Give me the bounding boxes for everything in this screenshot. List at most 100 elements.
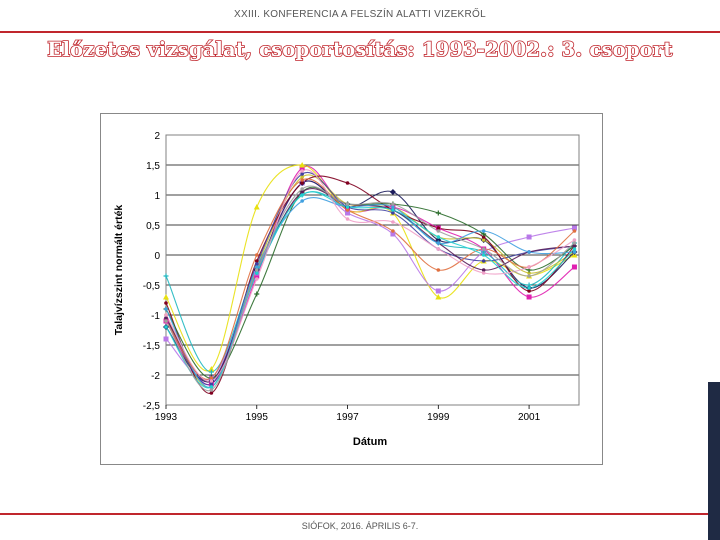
data-point — [299, 162, 306, 168]
data-point — [254, 271, 259, 275]
data-point — [164, 325, 168, 329]
plot-area-border — [165, 134, 580, 406]
data-point — [164, 319, 168, 323]
conference-header: XXIII. KONFERENCIA A FELSZÍN ALATTI VIZE… — [234, 9, 486, 20]
data-point — [527, 274, 531, 278]
y-tick-label: 1,5 — [146, 161, 160, 172]
data-point — [209, 379, 214, 383]
y-tick-label: -0,5 — [143, 281, 161, 292]
y-tick-label: 2 — [154, 131, 160, 142]
data-point — [391, 220, 395, 224]
data-point — [481, 268, 486, 272]
x-axis-label: Dátum — [353, 436, 387, 448]
data-point — [391, 208, 395, 212]
data-point — [300, 178, 304, 182]
data-point — [481, 259, 486, 263]
y-tick-label: 0 — [154, 251, 160, 262]
data-point — [435, 288, 441, 294]
y-tick-label: -1,5 — [143, 341, 161, 352]
y-tick-labels: 2 1,5 1 0,5 0 -0,5 -1 -1,5 -2 -2,5 — [143, 131, 161, 412]
x-tick-label: 1999 — [427, 412, 450, 423]
data-point — [345, 210, 351, 216]
data-point — [209, 382, 214, 386]
data-point — [389, 189, 396, 195]
data-point — [300, 199, 304, 203]
y-tick-label: 0,5 — [146, 221, 160, 232]
data-point — [300, 193, 304, 197]
data-point — [572, 247, 577, 251]
data-point — [300, 172, 304, 176]
data-point — [254, 268, 259, 272]
data-point — [254, 253, 259, 257]
data-point — [436, 247, 441, 251]
footer-divider — [0, 513, 720, 515]
data-point — [526, 234, 532, 240]
data-point — [571, 264, 577, 270]
gridlines — [166, 134, 579, 406]
x-tick-label: 1993 — [155, 412, 178, 423]
data-point — [163, 336, 169, 342]
x-tick-label: 1997 — [336, 412, 359, 423]
data-point — [345, 181, 350, 185]
data-point — [345, 202, 350, 206]
data-point — [163, 294, 169, 300]
series-markers — [163, 162, 578, 395]
data-point — [164, 313, 168, 317]
data-point — [527, 286, 531, 290]
conference-footer: SIÓFOK, 2016. ÁPRILIS 6-7. — [301, 521, 419, 531]
data-point — [209, 385, 214, 389]
data-point — [254, 273, 260, 279]
data-point — [572, 238, 577, 242]
data-point — [527, 289, 531, 293]
data-point — [164, 301, 168, 305]
data-point — [436, 268, 441, 272]
data-point — [436, 229, 441, 233]
y-tick-label: 1 — [154, 191, 160, 202]
data-point — [209, 376, 214, 380]
data-point — [254, 262, 259, 266]
data-point — [209, 388, 214, 392]
line-chart: 21,510,50-0,5-1-1,5-2-2,5 1993 1995 1997 19… — [113, 131, 580, 448]
data-point — [300, 169, 304, 173]
data-point — [209, 391, 214, 395]
data-point — [526, 294, 532, 300]
data-point — [208, 369, 214, 375]
data-point — [527, 265, 531, 269]
data-point — [254, 291, 260, 297]
data-point — [300, 187, 304, 191]
y-tick-label: -2,5 — [143, 401, 161, 412]
data-point — [163, 273, 169, 279]
y-tick-label: -1 — [151, 311, 160, 322]
data-point — [436, 235, 441, 239]
data-point — [572, 229, 577, 233]
slide-title: Előzetes vizsgálat, csoportosítás: 1993-… — [47, 37, 674, 62]
data-point — [481, 247, 486, 251]
data-point — [208, 366, 215, 372]
data-point — [436, 226, 441, 230]
data-point — [300, 181, 304, 185]
data-point — [481, 238, 486, 242]
y-tick-label: -2 — [151, 371, 160, 382]
header-divider — [0, 31, 720, 33]
x-tick-labels: 1993 1995 1997 1999 2001 — [155, 405, 541, 423]
y-axis-label: Talajvízszint normált érték — [113, 205, 125, 336]
data-point — [164, 307, 168, 311]
data-point — [481, 235, 486, 239]
data-point — [391, 229, 395, 233]
side-decoration-bar — [708, 382, 720, 540]
data-point — [391, 202, 395, 206]
data-point — [436, 241, 441, 245]
data-point — [572, 244, 577, 248]
data-point — [164, 316, 168, 320]
data-point — [253, 204, 260, 210]
x-tick-label: 2001 — [518, 412, 541, 423]
data-point — [345, 205, 350, 209]
data-point — [299, 165, 305, 171]
data-point — [481, 253, 486, 257]
data-point — [435, 294, 442, 300]
data-point — [391, 211, 395, 215]
data-point — [572, 241, 577, 245]
data-point — [300, 190, 304, 194]
data-point — [391, 205, 395, 209]
data-point — [527, 250, 531, 254]
